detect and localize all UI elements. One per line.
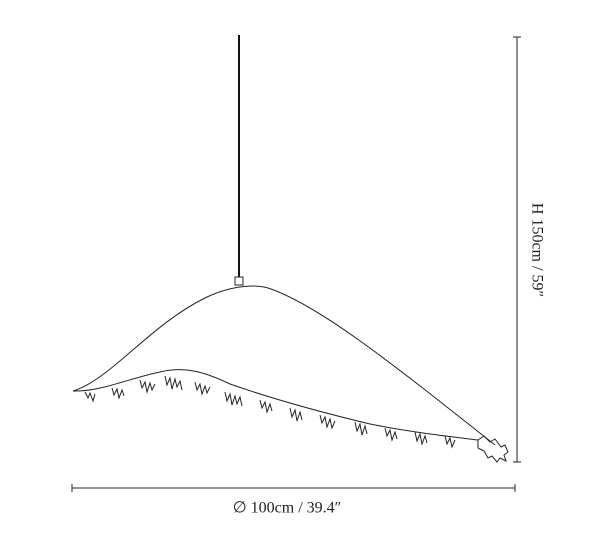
height-label: H 150cm / 59″ (528, 203, 545, 297)
shade-tip (477, 435, 509, 463)
shade-fringe (84, 375, 456, 449)
shade-bottom (72, 369, 479, 441)
shade-top (72, 285, 496, 446)
diameter-label: ∅ 100cm / 39.4″ (233, 500, 342, 517)
connector (234, 276, 244, 286)
